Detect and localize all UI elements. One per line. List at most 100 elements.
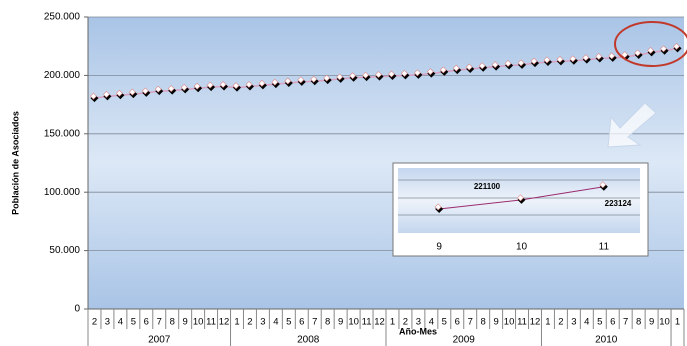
x-group-label: 2007 bbox=[148, 335, 171, 346]
point-highlight bbox=[245, 81, 253, 88]
point-highlight bbox=[595, 53, 603, 60]
point-highlight bbox=[362, 71, 369, 79]
x-tick-label: 5 bbox=[442, 317, 447, 328]
x-tick-label: 8 bbox=[170, 317, 175, 328]
x-tick-label: 9 bbox=[493, 317, 498, 328]
point-highlight bbox=[310, 75, 318, 83]
x-tick-label: 5 bbox=[286, 317, 291, 328]
point-highlight bbox=[530, 57, 538, 65]
x-tick-label: 10 bbox=[504, 317, 515, 328]
x-tick-label: 2 bbox=[247, 317, 252, 328]
point-highlight bbox=[193, 82, 201, 90]
x-tick-label: 10 bbox=[659, 317, 670, 328]
x-tick-label: 9 bbox=[183, 317, 188, 328]
point-highlight bbox=[103, 90, 110, 98]
y-tick-label: 50.000 bbox=[49, 245, 80, 256]
x-tick-label: 1 bbox=[234, 317, 239, 328]
point-highlight bbox=[634, 49, 642, 57]
point-highlight bbox=[608, 52, 616, 60]
point-highlight bbox=[439, 66, 447, 74]
point-highlight bbox=[206, 81, 214, 89]
x-tick-label: 8 bbox=[481, 317, 486, 328]
x-tick-label: 12 bbox=[530, 317, 541, 328]
x-group-label: 2008 bbox=[297, 335, 320, 346]
x-tick-label: 9 bbox=[649, 317, 654, 328]
x-tick-label: 10 bbox=[193, 317, 204, 328]
x-tick-label: 8 bbox=[636, 317, 641, 328]
point-highlight bbox=[465, 63, 473, 71]
x-tick-label: 12 bbox=[219, 317, 230, 328]
x-tick-label: 3 bbox=[416, 317, 421, 328]
point-highlight bbox=[297, 76, 305, 84]
point-highlight bbox=[167, 85, 175, 93]
x-tick-label: 9 bbox=[436, 242, 442, 253]
x-tick-label: 10 bbox=[516, 242, 528, 253]
y-tick-label: 0 bbox=[74, 304, 80, 315]
x-tick-label: 1 bbox=[545, 317, 550, 328]
point-highlight bbox=[115, 89, 123, 97]
point-highlight bbox=[413, 69, 421, 77]
series-line bbox=[94, 47, 678, 99]
point-highlight bbox=[491, 61, 499, 69]
x-tick-label: 3 bbox=[260, 317, 265, 328]
data-label: 221100 bbox=[474, 182, 501, 191]
point-highlight bbox=[271, 78, 279, 86]
point-highlight bbox=[582, 54, 590, 62]
x-tick-label: 2 bbox=[403, 317, 408, 328]
point-highlight bbox=[543, 56, 551, 64]
point-highlight bbox=[517, 59, 525, 67]
point-highlight bbox=[556, 55, 564, 63]
x-tick-label: 2 bbox=[558, 317, 563, 328]
x-tick-label: 7 bbox=[623, 317, 628, 328]
point-highlight bbox=[478, 62, 486, 70]
point-highlight bbox=[219, 81, 227, 88]
x-tick-label: 11 bbox=[517, 317, 527, 328]
x-tick-label: 3 bbox=[571, 317, 576, 328]
point-highlight bbox=[660, 45, 667, 53]
x-tick-label: 3 bbox=[105, 317, 110, 328]
x-tick-label: 4 bbox=[429, 317, 434, 328]
x-tick-label: 4 bbox=[273, 317, 278, 328]
x-tick-label: 8 bbox=[325, 317, 330, 328]
x-tick-label: 4 bbox=[584, 317, 589, 328]
x-axis-title: Año-Mes bbox=[399, 326, 437, 336]
x-tick-label: 6 bbox=[610, 317, 615, 328]
point-highlight bbox=[599, 181, 607, 189]
inset-chart: 9 10 11 221100 223124 bbox=[392, 162, 649, 257]
point-highlight bbox=[452, 64, 460, 72]
y-tick-label: 250.000 bbox=[44, 12, 81, 23]
point-highlight bbox=[336, 73, 344, 81]
point-highlight bbox=[232, 82, 240, 90]
y-axis-title: Población de Asociados bbox=[10, 111, 20, 215]
point-highlight bbox=[647, 46, 655, 54]
point-highlight bbox=[154, 85, 162, 93]
point-highlight bbox=[517, 194, 524, 202]
x-tick-label: 7 bbox=[312, 317, 317, 328]
x-tick-label: 11 bbox=[362, 317, 372, 328]
point-highlight bbox=[323, 74, 331, 82]
point-highlight bbox=[284, 77, 292, 85]
x-tick-label: 2 bbox=[92, 317, 97, 328]
x-tick-label: 5 bbox=[597, 317, 602, 328]
x-tick-label: 5 bbox=[131, 317, 136, 328]
x-tick-label: 6 bbox=[455, 317, 460, 328]
point-highlight bbox=[180, 83, 188, 91]
point-highlight bbox=[375, 71, 382, 78]
point-highlight bbox=[434, 203, 442, 211]
y-tick-label: 150.000 bbox=[44, 128, 81, 139]
x-tick-label: 9 bbox=[338, 317, 343, 328]
x-group-label: 2009 bbox=[453, 335, 476, 346]
highlight-ellipse bbox=[614, 21, 687, 67]
x-tick-label: 10 bbox=[348, 317, 359, 328]
x-tick-label: 4 bbox=[118, 317, 123, 328]
x-tick-label: 1 bbox=[675, 317, 680, 328]
arrow bbox=[607, 102, 657, 148]
point-highlight bbox=[673, 42, 680, 50]
x-tick-label: 1 bbox=[390, 317, 395, 328]
point-highlight bbox=[141, 87, 149, 95]
y-tick-label: 200.000 bbox=[44, 70, 81, 81]
point-highlight bbox=[569, 55, 577, 63]
point-highlight bbox=[504, 60, 512, 67]
